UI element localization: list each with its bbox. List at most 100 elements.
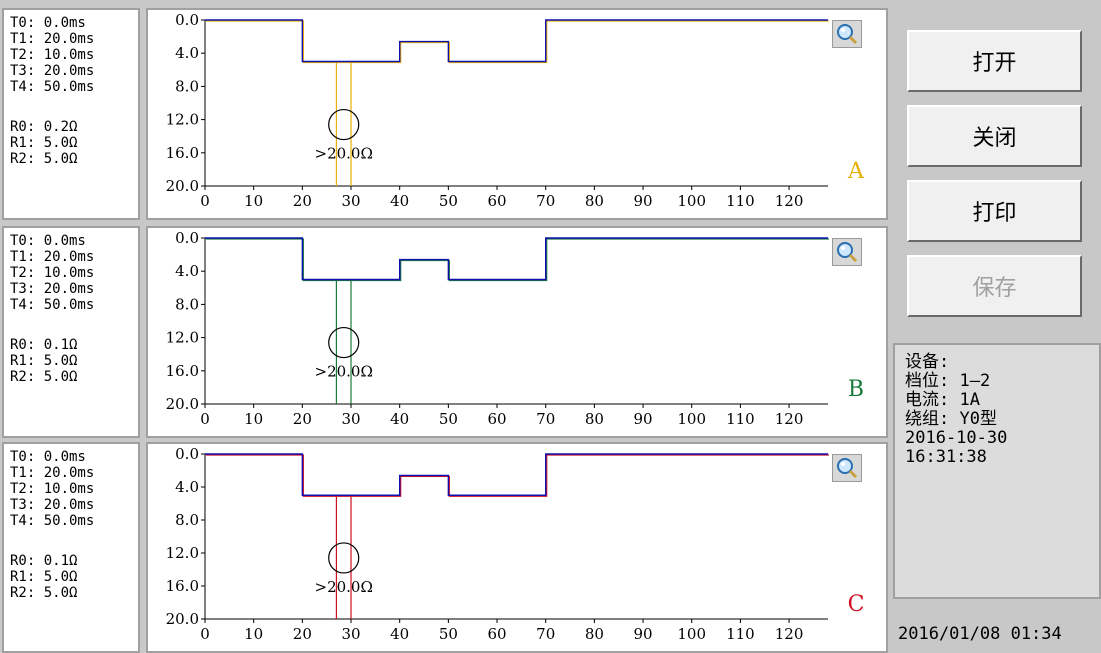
info-line: R1: 5.0Ω <box>10 135 78 151</box>
y-tick-label: 20.0 <box>166 610 199 628</box>
magnifier-icon <box>837 242 858 263</box>
status-device-line: 设备: <box>905 352 950 372</box>
x-tick-label: 120 <box>775 192 804 210</box>
annotation-label: >20.0Ω <box>315 363 373 381</box>
x-tick-label: 90 <box>634 625 653 643</box>
x-tick-label: 80 <box>585 410 604 428</box>
info-box-a: T0: 0.0ms T1: 20.0ms T2: 10.0ms T3: 20.0ms T… <box>2 8 140 220</box>
annotation-label: >20.0Ω <box>315 578 373 596</box>
x-tick-label: 20 <box>293 192 312 210</box>
y-tick-label: 16.0 <box>166 144 199 162</box>
info-line: R2: 5.0Ω <box>10 151 78 167</box>
resistance-trace <box>205 453 828 496</box>
resistance-trace <box>205 19 828 63</box>
x-tick-label: 100 <box>677 192 706 210</box>
y-tick-label: 12.0 <box>166 111 199 129</box>
system-clock: 2016/01/08 01:34 <box>898 624 1062 644</box>
magnifier-icon <box>837 458 858 479</box>
x-tick-label: 100 <box>677 625 706 643</box>
panel-row-a: T0: 0.0ms T1: 20.0ms T2: 10.0ms T3: 20.0ms T… <box>0 8 890 220</box>
resistance-trace <box>205 237 828 281</box>
info-line: T1: 20.0ms <box>10 31 95 47</box>
x-tick-label: 90 <box>634 192 653 210</box>
zoom-button[interactable] <box>832 20 862 48</box>
x-tick-label: 20 <box>293 410 312 428</box>
info-line: T4: 50.0ms <box>10 297 95 313</box>
y-tick-label: 16.0 <box>166 577 199 595</box>
info-line: T3: 20.0ms <box>10 281 95 297</box>
control-panel: 打开 关闭 打印 保存 设备: 档位: 1—2 电流: 1A 绕组: Y0型 2… <box>890 0 1101 653</box>
info-line: R1: 5.0Ω <box>10 353 78 369</box>
status-date-line: 2016-10-30 <box>905 428 1008 448</box>
waveform-svg: 0.0 4.0 8.0 12.0 16.0 20.00 10 20 30 40 50 60 70 80 90… <box>166 445 865 643</box>
waveform-plot-c: 0.0 4.0 8.0 12.0 16.0 20.0 0 10 20 30 40 50 60 70 80 90… <box>146 442 888 653</box>
x-tick-label: 70 <box>536 192 555 210</box>
info-line: R2: 5.0Ω <box>10 585 78 601</box>
magnifier-icon <box>837 24 858 45</box>
y-tick-label: 16.0 <box>166 362 199 380</box>
y-tick-label: 12.0 <box>166 329 199 347</box>
info-line: T0: 0.0ms <box>10 449 86 465</box>
x-tick-label: 30 <box>341 410 360 428</box>
x-tick-label: 110 <box>726 192 755 210</box>
phase-label: B <box>848 377 864 402</box>
y-tick-label: 8.0 <box>175 295 199 313</box>
y-tick-label: 0.0 <box>175 11 199 29</box>
x-tick-label: 50 <box>439 625 458 643</box>
print-button[interactable]: 打印 <box>907 180 1082 242</box>
zoom-button[interactable] <box>832 238 862 266</box>
x-tick-label: 10 <box>244 192 263 210</box>
x-tick-label: 80 <box>585 192 604 210</box>
info-box-b: T0: 0.0ms T1: 20.0ms T2: 10.0ms T3: 20.0ms T… <box>2 226 140 438</box>
info-line: T2: 10.0ms <box>10 481 95 497</box>
info-line: T1: 20.0ms <box>10 249 95 265</box>
save-button[interactable]: 保存 <box>907 255 1082 317</box>
x-tick-label: 80 <box>585 625 604 643</box>
marker-circle <box>328 108 360 141</box>
x-tick-label: 60 <box>487 192 506 210</box>
panel-row-b: T0: 0.0ms T1: 20.0ms T2: 10.0ms T3: 20.0ms T… <box>0 226 890 438</box>
y-tick-label: 0.0 <box>175 445 199 463</box>
x-tick-label: 30 <box>341 625 360 643</box>
x-tick-label: 50 <box>439 410 458 428</box>
info-line: T2: 10.0ms <box>10 47 95 63</box>
info-line: R0: 0.2Ω <box>10 119 78 135</box>
y-tick-label: 4.0 <box>175 44 199 62</box>
waveform-plot-b: 0.0 4.0 8.0 12.0 16.0 20.0 0 10 20 30 40 50 60 70 80 90… <box>146 226 888 438</box>
info-line: R1: 5.0Ω <box>10 569 78 585</box>
y-tick-label: 8.0 <box>175 511 199 529</box>
info-line: T4: 50.0ms <box>10 513 95 529</box>
waveform-svg: 0.0 4.0 8.0 12.0 16.0 20.00 10 20 30 40 50 60 70 80 90… <box>166 229 864 428</box>
x-tick-label: 20 <box>293 625 312 643</box>
y-tick-label: 8.0 <box>175 77 199 95</box>
x-tick-label: 60 <box>487 625 506 643</box>
x-tick-label: 60 <box>487 410 506 428</box>
y-tick-label: 0.0 <box>175 229 199 247</box>
x-tick-label: 120 <box>775 410 804 428</box>
x-tick-label: 10 <box>244 410 263 428</box>
info-box-c: T0: 0.0ms T1: 20.0ms T2: 10.0ms T3: 20.0ms T… <box>2 442 140 653</box>
panel-row-c: T0: 0.0ms T1: 20.0ms T2: 10.0ms T3: 20.0ms T… <box>0 442 890 653</box>
x-tick-label: 50 <box>439 192 458 210</box>
x-tick-label: 70 <box>536 625 555 643</box>
x-tick-label: 0 <box>200 410 210 428</box>
x-tick-label: 0 <box>200 625 210 643</box>
info-line: T0: 0.0ms <box>10 15 86 31</box>
phase-label: C <box>848 592 865 617</box>
device-status-box: 设备: 档位: 1—2 电流: 1A 绕组: Y0型 2016-10-30 16… <box>893 343 1101 599</box>
status-current-line: 电流: 1A <box>905 390 980 410</box>
close-button[interactable]: 关闭 <box>907 105 1082 167</box>
phase-trace <box>206 20 829 64</box>
info-line: T2: 10.0ms <box>10 265 95 281</box>
annotation-label: >20.0Ω <box>315 145 373 163</box>
zoom-button[interactable] <box>832 454 862 482</box>
y-tick-label: 20.0 <box>166 177 199 195</box>
info-line: T4: 50.0ms <box>10 79 95 95</box>
phase-trace <box>206 238 829 282</box>
info-line: T0: 0.0ms <box>10 233 86 249</box>
x-tick-label: 40 <box>390 625 409 643</box>
y-tick-label: 12.0 <box>166 544 199 562</box>
open-button[interactable]: 打开 <box>907 30 1082 92</box>
waveform-plot-a: 0.0 4.0 8.0 12.0 16.0 20.0 0 10 20 30 40 50 60 70 80 90… <box>146 8 888 220</box>
marker-circle <box>328 542 360 574</box>
